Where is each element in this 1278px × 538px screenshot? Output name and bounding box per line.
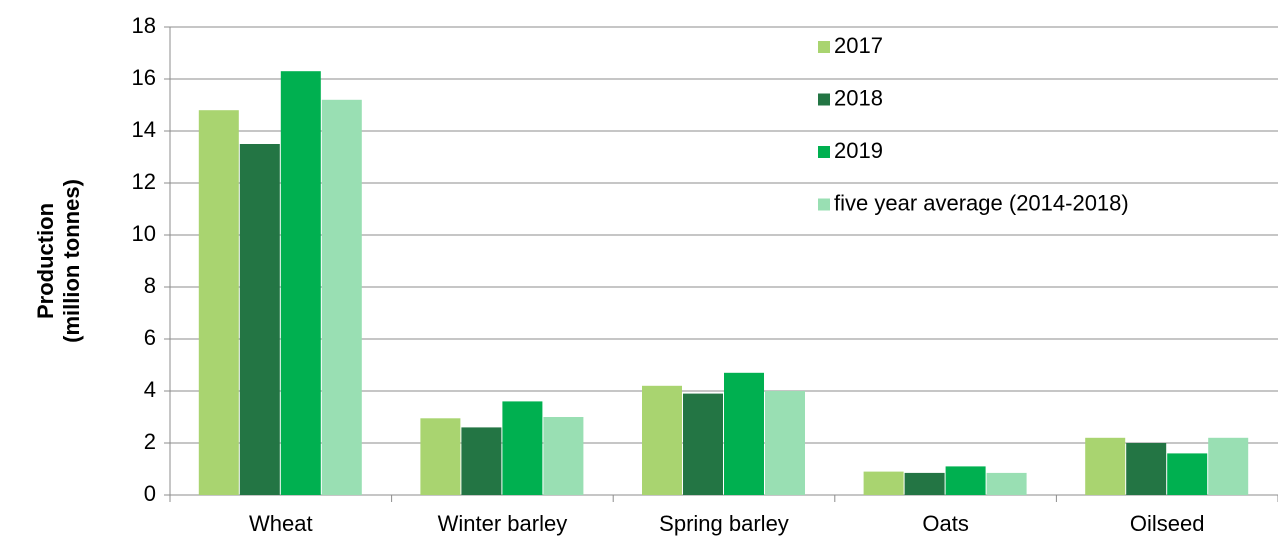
bar [642,385,682,495]
x-tick-label: Oilseed [1130,511,1205,536]
bar [280,71,321,495]
bar [198,110,239,495]
y-tick-label: 8 [144,273,156,298]
y-tick-label: 18 [132,13,156,38]
bar [1126,443,1167,495]
legend-swatch [818,93,830,106]
y-axis-label-line: (million tonnes) [59,179,84,343]
bar [863,471,904,495]
x-tick-label: Oats [922,511,968,536]
x-tick-label: Spring barley [659,511,789,536]
x-tick-label: Wheat [249,511,313,536]
y-axis-label-line: Production [33,203,58,319]
legend-swatch [818,198,830,211]
y-tick-label: 2 [144,429,156,454]
y-tick-label: 0 [144,481,156,506]
bar [321,99,362,496]
bar [683,393,723,495]
bar [239,144,280,495]
bar [543,417,584,495]
y-tick-label: 12 [132,169,156,194]
bar [420,418,461,495]
legend-label: 2018 [834,85,883,110]
bar [502,401,543,495]
legend-label: 2019 [834,138,883,163]
y-axis-label: Production(million tonnes) [33,179,84,343]
legend-label: five year average (2014-2018) [834,190,1129,215]
bar [945,466,986,495]
bar [986,472,1027,495]
bar [461,427,502,495]
bar [1208,437,1249,495]
legend-swatch [818,41,830,53]
x-tick-label: Winter barley [438,511,568,536]
y-tick-label: 6 [144,325,156,350]
bar [1085,437,1126,495]
bar [1167,453,1208,495]
y-tick-label: 14 [132,117,156,142]
bar [724,372,764,495]
legend-swatch [818,146,830,158]
bar [904,472,945,495]
legend-label: 2017 [834,33,883,58]
y-tick-label: 4 [144,377,156,402]
y-tick-label: 16 [132,65,156,90]
y-tick-label: 10 [132,221,156,246]
bar [765,391,805,495]
